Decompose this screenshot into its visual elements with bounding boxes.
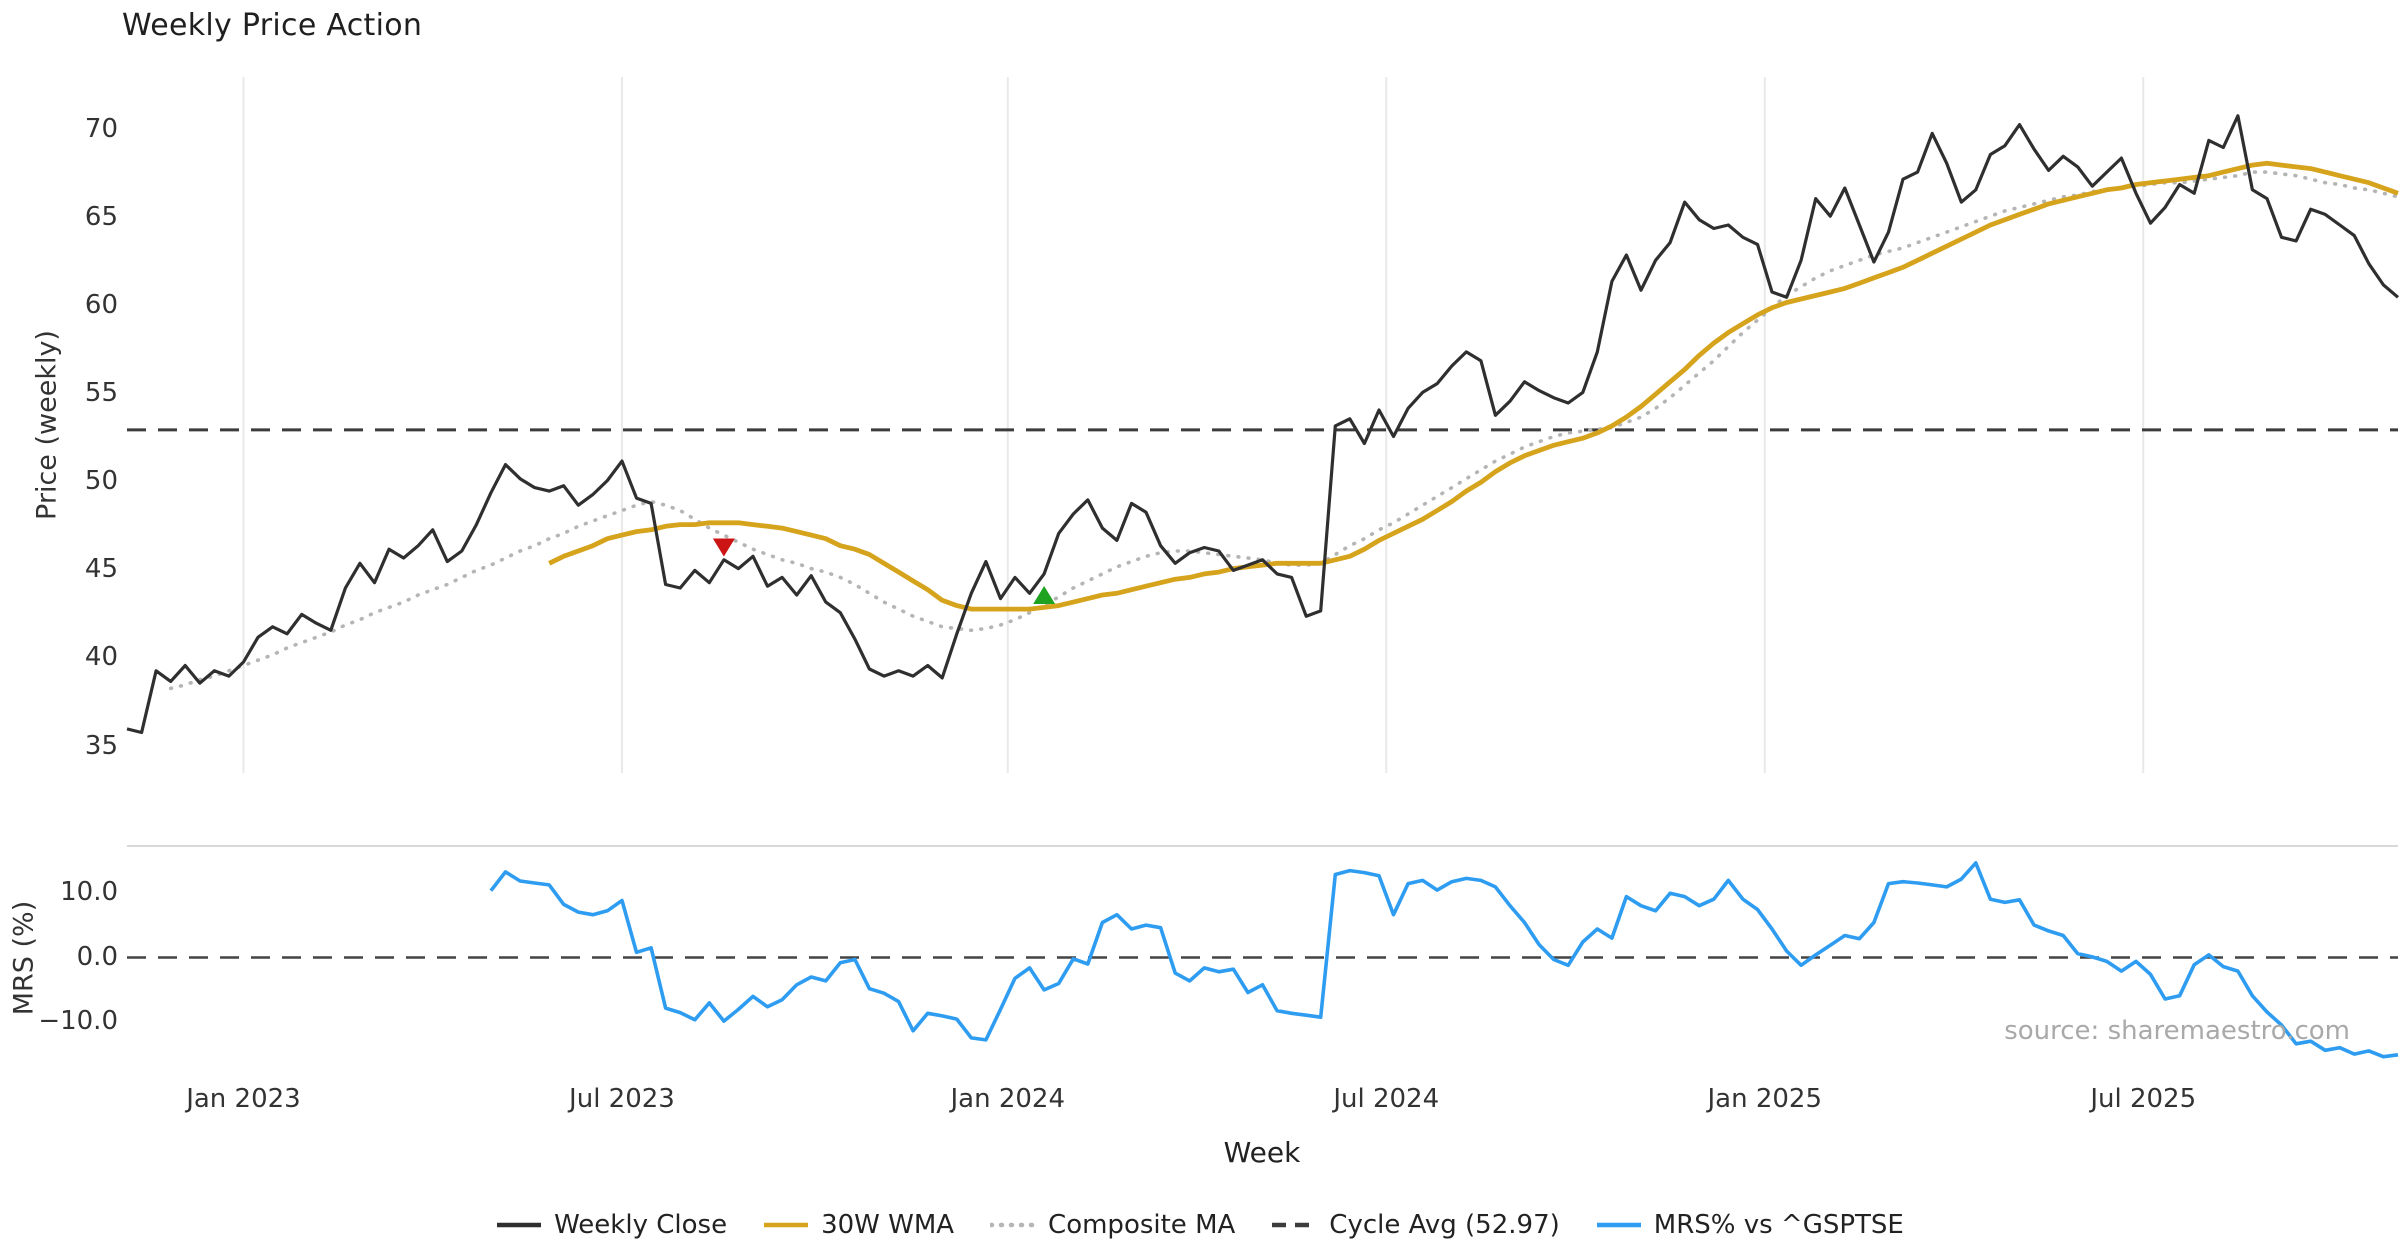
legend-item: Cycle Avg (52.97) [1271, 1210, 1560, 1240]
weekly-close-line [126, 114, 2400, 735]
mrs-line [489, 861, 2399, 1059]
x-tick: Jan 2023 [186, 1084, 301, 1114]
price-y-tick: 35 [84, 730, 118, 761]
x-tick: Jul 2023 [569, 1084, 675, 1114]
price-y-tick: 65 [84, 201, 118, 232]
legend-line-sample-icon [764, 1222, 809, 1228]
price-y-tick: 70 [84, 113, 118, 144]
x-tick: Jul 2024 [1333, 1084, 1440, 1114]
price-y-tick: 60 [84, 290, 118, 321]
sell-signal-marker-icon [712, 538, 735, 557]
legend-label: Weekly Close [554, 1210, 728, 1240]
mrs-y-tick: 0.0 [76, 941, 118, 972]
legend-item: MRS% vs ^GSPTSE [1596, 1210, 1904, 1240]
x-tick: Jan 2025 [1707, 1084, 1822, 1114]
mrs-y-tick: −10.0 [38, 1006, 118, 1037]
legend-line-sample-icon [497, 1222, 542, 1228]
price-y-tick: 45 [84, 554, 118, 585]
x-tick: Jan 2024 [950, 1084, 1065, 1114]
x-tick: Jul 2025 [2090, 1084, 2197, 1114]
legend-item: 30W WMA [763, 1210, 954, 1240]
buy-signal-marker-icon [1033, 586, 1056, 605]
legend-item: Weekly Close [496, 1210, 727, 1240]
x-axis-label: Week [1223, 1136, 1301, 1169]
legend-line-sample-icon [1596, 1222, 1641, 1228]
legend-label: 30W WMA [821, 1210, 955, 1240]
legend-item: Composite MA [990, 1210, 1235, 1240]
mrs-y-tick: 10.0 [60, 876, 118, 907]
legend-label: Cycle Avg (52.97) [1329, 1210, 1560, 1240]
source-watermark: source: sharemaestro.com [2004, 1016, 2350, 1046]
price-y-tick: 50 [84, 466, 118, 497]
legend-line-sample-icon [990, 1222, 1037, 1228]
30w-wma-line [548, 160, 2399, 612]
legend-label: MRS% vs ^GSPTSE [1653, 1210, 1904, 1240]
legend-line-sample-icon [1272, 1222, 1317, 1228]
price-y-tick: 55 [84, 378, 118, 409]
chart-title: Weekly Price Action [122, 8, 423, 43]
legend: Weekly Close 30W WMA Composite MA Cycle Avg… [0, 1210, 2400, 1240]
legend-label: Composite MA [1048, 1210, 1236, 1240]
price-y-tick: 40 [84, 642, 118, 673]
